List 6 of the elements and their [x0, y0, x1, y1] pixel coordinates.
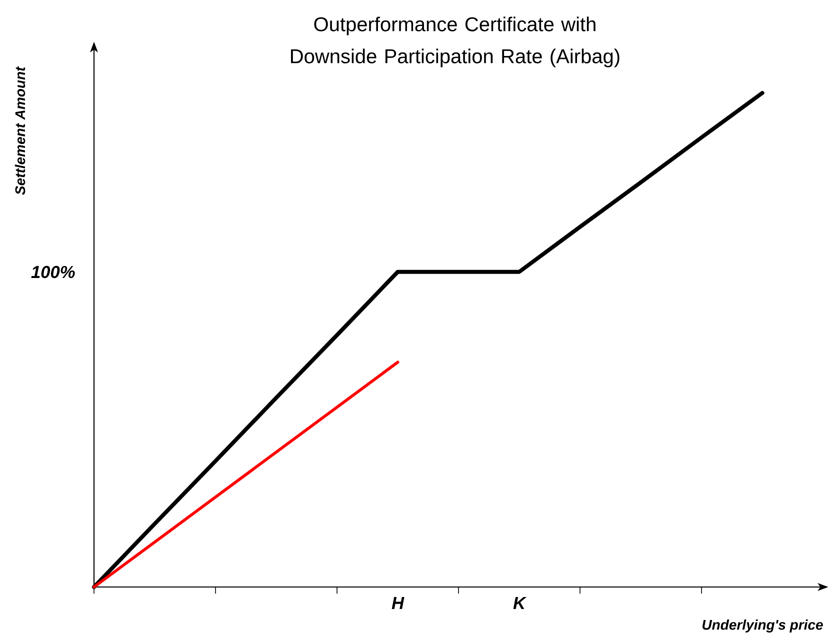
chart-title: Outperformance Certificate with Downside Participation Rate (Airbag) [291, 16, 620, 68]
y-axis-title: Settlement Amount [14, 66, 26, 195]
x-axis-title: Underlying's price [702, 619, 823, 633]
text: 100% [31, 266, 75, 278]
x-tick-label: K [513, 597, 527, 609]
x-tick-label: H [392, 597, 404, 609]
